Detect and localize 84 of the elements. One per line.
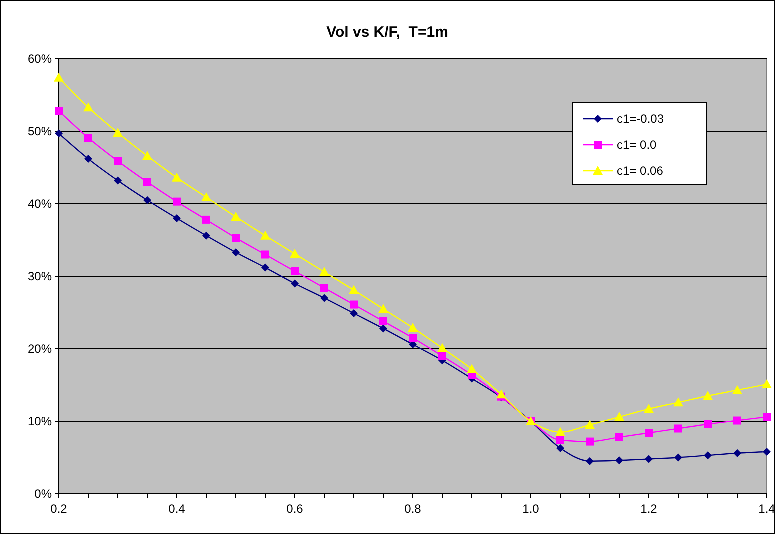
- y-tick-label: 10%: [28, 414, 52, 429]
- point: [262, 264, 270, 272]
- point: [291, 280, 299, 288]
- point: [704, 420, 712, 428]
- point: [350, 300, 358, 309]
- point: [202, 192, 212, 202]
- point: [674, 424, 682, 433]
- point: [144, 178, 152, 186]
- point: [349, 285, 359, 294]
- x-tick-label: 0.6: [286, 502, 304, 516]
- point: [378, 304, 388, 314]
- x-tick-label: 0.4: [168, 502, 186, 516]
- point: [142, 151, 152, 160]
- point: [320, 267, 330, 276]
- point: [496, 390, 506, 399]
- legend-label: c1=-0.03: [617, 112, 664, 126]
- point: [260, 230, 270, 240]
- point: [704, 452, 712, 460]
- point: [645, 455, 653, 464]
- point: [438, 352, 446, 360]
- point: [320, 294, 328, 302]
- point: [84, 155, 92, 164]
- point: [84, 102, 94, 112]
- x-tick-label: 1.4: [758, 502, 775, 516]
- point: [232, 234, 240, 242]
- y-tick-label: 50%: [28, 124, 52, 139]
- point: [202, 216, 210, 224]
- point: [585, 420, 595, 430]
- y-tick-label: 30%: [28, 270, 52, 284]
- point: [232, 248, 240, 257]
- point: [703, 391, 713, 400]
- point: [586, 457, 594, 466]
- point: [409, 334, 417, 342]
- chart-title: Vol vs K/F, T=1m: [326, 24, 448, 41]
- point: [113, 128, 123, 137]
- point: [173, 198, 181, 206]
- point: [262, 250, 270, 259]
- point: [556, 436, 564, 444]
- point: [114, 157, 122, 166]
- point: [380, 317, 388, 326]
- legend-label: c1= 0.0: [617, 138, 658, 152]
- point: [290, 249, 300, 258]
- point: [586, 438, 594, 446]
- x-tick-label: 1.0: [522, 502, 540, 516]
- point: [380, 324, 388, 333]
- point: [202, 232, 210, 240]
- point: [734, 416, 742, 425]
- point: [614, 412, 624, 422]
- point: [762, 380, 772, 389]
- point: [645, 429, 653, 438]
- x-tick-label: 0.8: [404, 502, 422, 516]
- y-tick-label: 60%: [28, 52, 52, 66]
- point: [438, 343, 448, 352]
- point: [556, 427, 566, 436]
- y-tick-label: 40%: [28, 197, 52, 212]
- point: [408, 322, 418, 332]
- point: [467, 364, 477, 374]
- point: [172, 172, 182, 182]
- point: [114, 176, 122, 185]
- point: [644, 404, 654, 414]
- y-tick-label: 20%: [28, 342, 52, 356]
- point: [734, 449, 742, 458]
- point: [291, 267, 299, 276]
- point: [55, 107, 63, 116]
- point: [55, 130, 63, 138]
- point: [84, 134, 92, 142]
- point: [320, 284, 328, 292]
- point: [674, 454, 682, 462]
- x-tick-label: 1.2: [640, 502, 658, 516]
- point: [173, 214, 181, 222]
- point: [616, 456, 624, 465]
- point: [144, 196, 152, 204]
- y-tick-label: 0%: [34, 487, 52, 502]
- point: [54, 72, 64, 82]
- point: [763, 448, 771, 456]
- point: [231, 212, 241, 222]
- x-tick-label: 0.2: [50, 502, 68, 516]
- point: [732, 385, 742, 394]
- legend-label: c1= 0.06: [617, 164, 664, 178]
- point: [556, 444, 564, 452]
- point: [350, 309, 358, 318]
- point: [616, 433, 624, 442]
- point: [763, 413, 771, 422]
- point: [674, 398, 684, 407]
